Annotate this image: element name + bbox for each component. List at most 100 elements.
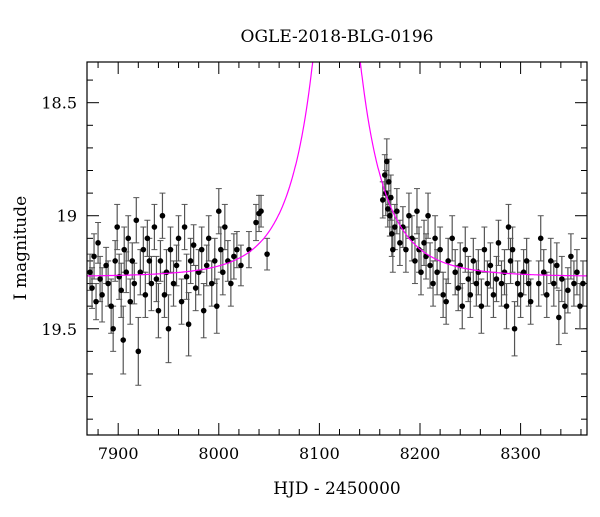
data-point bbox=[170, 280, 177, 287]
data-point bbox=[434, 269, 440, 276]
data-point bbox=[151, 224, 158, 230]
data-point bbox=[105, 280, 111, 287]
data-point bbox=[556, 314, 562, 321]
data-point bbox=[554, 262, 560, 269]
data-point bbox=[205, 235, 212, 242]
data-point bbox=[503, 303, 510, 309]
axis-ticks bbox=[87, 62, 587, 435]
data-point bbox=[93, 298, 99, 305]
data-point bbox=[153, 276, 160, 282]
data-point bbox=[459, 303, 466, 309]
chart-title: OGLE-2018-BLG-0196 bbox=[241, 27, 434, 47]
data-point bbox=[388, 194, 394, 201]
data-point bbox=[571, 280, 577, 287]
data-point bbox=[228, 280, 234, 287]
data-point bbox=[525, 280, 532, 287]
data-point bbox=[437, 246, 443, 253]
data-point bbox=[523, 258, 530, 264]
data-point bbox=[190, 242, 197, 248]
data-point bbox=[394, 208, 400, 214]
data-point bbox=[234, 246, 240, 253]
data-point bbox=[215, 208, 222, 214]
plot-frame bbox=[86, 61, 588, 436]
data-point bbox=[213, 303, 220, 309]
data-point bbox=[140, 246, 147, 253]
data-point bbox=[192, 285, 199, 291]
data-point bbox=[220, 269, 226, 276]
data-point bbox=[203, 262, 210, 269]
data-point bbox=[505, 224, 512, 230]
data-point bbox=[211, 258, 218, 264]
data-point bbox=[97, 276, 103, 282]
data-point bbox=[87, 269, 93, 276]
data-point bbox=[163, 269, 170, 276]
data-point bbox=[165, 325, 172, 332]
data-point bbox=[577, 303, 583, 309]
data-point bbox=[421, 240, 427, 246]
data-point bbox=[514, 280, 521, 287]
data-point bbox=[208, 280, 215, 287]
data-point bbox=[470, 258, 477, 264]
data-point bbox=[498, 280, 505, 287]
data-point bbox=[129, 258, 136, 264]
data-point bbox=[509, 246, 516, 253]
data-point bbox=[187, 258, 194, 264]
data-point bbox=[110, 325, 116, 332]
data-point bbox=[99, 292, 105, 298]
data-point bbox=[574, 269, 580, 276]
data-point bbox=[131, 280, 138, 287]
data-point bbox=[559, 276, 565, 282]
y-tick-label: 18.5 bbox=[41, 94, 77, 113]
data-point bbox=[418, 269, 424, 276]
data-point bbox=[379, 197, 386, 203]
data-point bbox=[432, 235, 438, 242]
data-point bbox=[527, 298, 534, 305]
x-tick-label: 8200 bbox=[400, 444, 441, 463]
tick-labels: 7900 8000 8100 8200 8300 18.5 19 19.5 bbox=[41, 94, 541, 463]
data-point bbox=[222, 224, 228, 230]
data-point bbox=[535, 280, 542, 287]
data-point bbox=[178, 298, 185, 305]
data-point bbox=[443, 298, 449, 305]
data-point bbox=[543, 292, 550, 298]
data-point bbox=[89, 285, 95, 291]
data-point bbox=[185, 321, 192, 328]
data-point bbox=[125, 235, 132, 242]
data-point bbox=[121, 246, 128, 253]
data-point bbox=[412, 258, 418, 264]
data-point bbox=[161, 292, 168, 298]
data-point bbox=[108, 303, 114, 309]
data-point bbox=[142, 292, 149, 298]
data-point bbox=[133, 217, 140, 224]
model-curve bbox=[87, 62, 587, 277]
data-point bbox=[440, 292, 446, 298]
data-point bbox=[383, 158, 390, 165]
data-point bbox=[258, 208, 264, 214]
data-point bbox=[511, 325, 518, 332]
data-point bbox=[495, 240, 502, 246]
data-point bbox=[551, 280, 557, 287]
y-axis-label: I magnitude bbox=[11, 196, 31, 300]
data-point bbox=[385, 206, 391, 212]
data-point bbox=[397, 240, 403, 246]
data-point bbox=[144, 235, 151, 242]
data-point bbox=[409, 235, 415, 242]
data-point bbox=[264, 251, 270, 257]
data-point bbox=[120, 337, 127, 343]
data-point bbox=[452, 269, 459, 276]
data-point bbox=[403, 246, 409, 253]
data-point bbox=[181, 224, 188, 230]
data-point bbox=[91, 253, 97, 260]
data-point bbox=[118, 287, 125, 294]
data-point bbox=[148, 280, 155, 287]
data-point bbox=[381, 172, 388, 178]
data-point bbox=[540, 269, 547, 276]
data-point bbox=[445, 258, 451, 264]
data-point bbox=[493, 276, 500, 282]
x-axis-label: HJD - 2450000 bbox=[273, 479, 401, 499]
x-tick-label: 8000 bbox=[198, 444, 239, 463]
data-point bbox=[114, 224, 120, 230]
y-tick-label: 19.5 bbox=[41, 320, 77, 339]
data-point bbox=[455, 285, 462, 291]
